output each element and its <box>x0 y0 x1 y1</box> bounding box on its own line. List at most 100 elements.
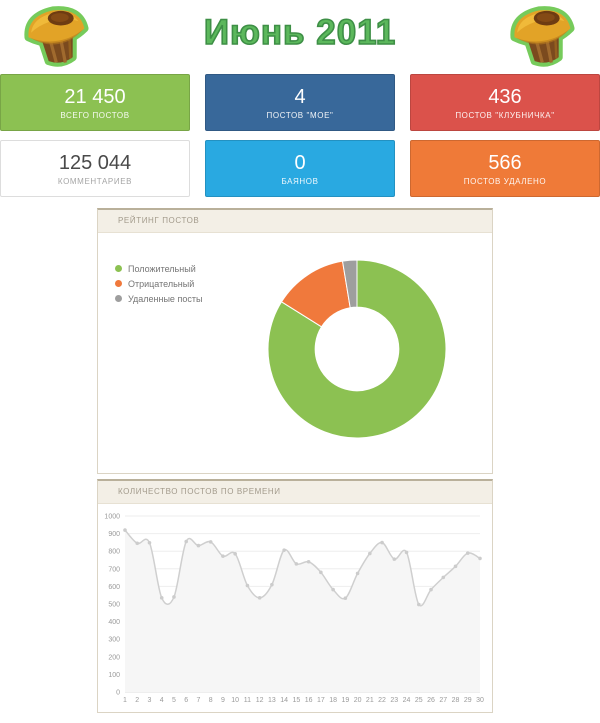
data-point <box>453 564 458 569</box>
stat-value: 436 <box>488 85 522 108</box>
stat-card-klubnichka-posts: 436 ПОСТОВ "КЛУБНИЧКА" <box>410 74 600 131</box>
data-point <box>429 587 433 592</box>
data-point <box>282 548 286 552</box>
panel-posts-timeline: КОЛИЧЕСТВО ПОСТОВ ПО ВРЕМЕНИ 0 100 200 300 4… <box>97 479 493 713</box>
x-axis-tick-label: 18 <box>329 697 337 704</box>
legend-dot-icon <box>115 265 122 272</box>
x-axis-tick-label: 22 <box>378 697 386 704</box>
donut-legend: Положительный Отрицательный Удаленные по… <box>115 261 202 306</box>
x-axis-tick-label: 5 <box>172 697 176 704</box>
x-axis-tick-label: 4 <box>160 697 164 704</box>
data-point <box>221 554 225 558</box>
legend-item-positive[interactable]: Положительный <box>115 261 202 276</box>
x-axis-tick-label: 9 <box>221 697 225 704</box>
legend-dot-icon <box>115 280 122 287</box>
data-point <box>343 596 348 600</box>
data-point <box>159 596 164 600</box>
stat-value: 0 <box>294 151 306 174</box>
x-axis-tick-label: 14 <box>280 697 288 704</box>
stat-label: ВСЕГО ПОСТОВ <box>60 110 130 120</box>
x-axis-tick-label: 6 <box>184 697 188 704</box>
stat-label: ПОСТОВ "МОЕ" <box>266 110 334 120</box>
x-axis-tick-label: 27 <box>439 697 447 704</box>
data-point <box>184 539 189 544</box>
y-axis-tick-label: 1000 <box>104 514 120 521</box>
data-point <box>306 559 311 564</box>
x-axis-tick-label: 25 <box>415 697 423 704</box>
x-axis-tick-label: 16 <box>305 697 313 704</box>
data-point <box>331 587 335 592</box>
data-point <box>270 582 274 587</box>
y-axis-tick-label: 300 <box>108 637 120 644</box>
legend-dot-icon <box>115 295 122 302</box>
x-axis-tick-label: 20 <box>354 697 362 704</box>
panel-title: РЕЙТИНГ ПОСТОВ <box>98 210 492 233</box>
x-axis-tick-label: 28 <box>452 697 460 704</box>
stat-value: 566 <box>488 151 522 174</box>
data-point <box>172 595 176 599</box>
data-point <box>147 540 152 545</box>
x-axis-tick-label: 30 <box>476 697 484 704</box>
donut-chart <box>267 259 447 439</box>
data-point <box>416 602 421 607</box>
x-axis-tick-label: 3 <box>148 697 152 704</box>
data-point <box>380 540 384 545</box>
stat-label: ПОСТОВ "КЛУБНИЧКА" <box>455 110 555 120</box>
data-point <box>392 557 397 561</box>
muffin-icon <box>24 6 89 67</box>
x-axis-tick-label: 23 <box>390 697 398 704</box>
x-axis-tick-label: 11 <box>244 697 251 704</box>
data-point <box>123 528 127 532</box>
legend-item-negative[interactable]: Отрицательный <box>115 276 202 291</box>
x-axis-tick-label: 17 <box>317 697 325 704</box>
stat-card-comments: 125 044 КОММЕНТАРИЕВ <box>0 140 190 197</box>
x-axis-tick-label: 8 <box>209 697 213 704</box>
y-axis-tick-label: 800 <box>108 549 120 556</box>
y-axis-tick-label: 600 <box>108 584 120 591</box>
y-axis-tick-label: 0 <box>116 690 120 697</box>
y-axis-tick-label: 400 <box>108 619 120 626</box>
x-axis-tick-label: 15 <box>292 697 300 704</box>
y-axis-tick-label: 500 <box>108 602 120 609</box>
x-axis-tick-label: 19 <box>341 697 349 704</box>
data-point <box>233 552 237 556</box>
data-point <box>196 543 201 548</box>
muffin-icon <box>510 6 575 67</box>
data-point <box>478 556 482 561</box>
stat-label: БАЯНОВ <box>281 176 319 186</box>
panel-title: КОЛИЧЕСТВО ПОСТОВ ПО ВРЕМЕНИ <box>98 481 492 504</box>
data-point <box>208 540 213 544</box>
x-axis-tick-label: 29 <box>464 697 472 704</box>
data-point <box>245 583 250 588</box>
x-axis-tick-label: 1 <box>123 697 127 704</box>
stat-label: КОММЕНТАРИЕВ <box>57 176 133 186</box>
x-axis-tick-label: 21 <box>366 697 374 704</box>
stat-label: ПОСТОВ УДАЛЕНО <box>463 176 547 186</box>
donut-slice <box>341 259 358 309</box>
y-axis-tick-label: 200 <box>108 654 120 661</box>
stat-card-total-posts: 21 450 ВСЕГО ПОСТОВ <box>0 74 190 131</box>
data-point <box>368 551 372 556</box>
data-point <box>355 571 360 576</box>
legend-label: Удаленные посты <box>128 293 203 304</box>
y-axis-tick-label: 700 <box>108 566 120 573</box>
data-point <box>404 550 409 555</box>
donut-slice <box>267 259 447 439</box>
legend-item-deleted[interactable]: Удаленные посты <box>115 291 202 306</box>
legend-label: Положительный <box>128 263 196 274</box>
area-fill <box>125 530 480 692</box>
stat-card-moe-posts: 4 ПОСТОВ "МОЕ" <box>205 74 395 131</box>
data-point <box>135 541 140 546</box>
x-axis-tick-label: 13 <box>268 697 276 704</box>
stat-value: 4 <box>294 85 306 108</box>
data-point <box>441 575 446 580</box>
stat-card-deleted-posts: 566 ПОСТОВ УДАЛЕНО <box>410 140 600 197</box>
x-axis-tick-label: 12 <box>256 697 264 704</box>
data-point <box>465 551 470 555</box>
data-point <box>319 570 323 575</box>
stat-value: 21 450 <box>64 85 126 108</box>
panel-posts-rating: РЕЙТИНГ ПОСТОВ Положительный Отрицательн… <box>97 208 493 474</box>
data-point <box>257 596 262 600</box>
page-header: Июнь 2011 <box>0 0 600 72</box>
